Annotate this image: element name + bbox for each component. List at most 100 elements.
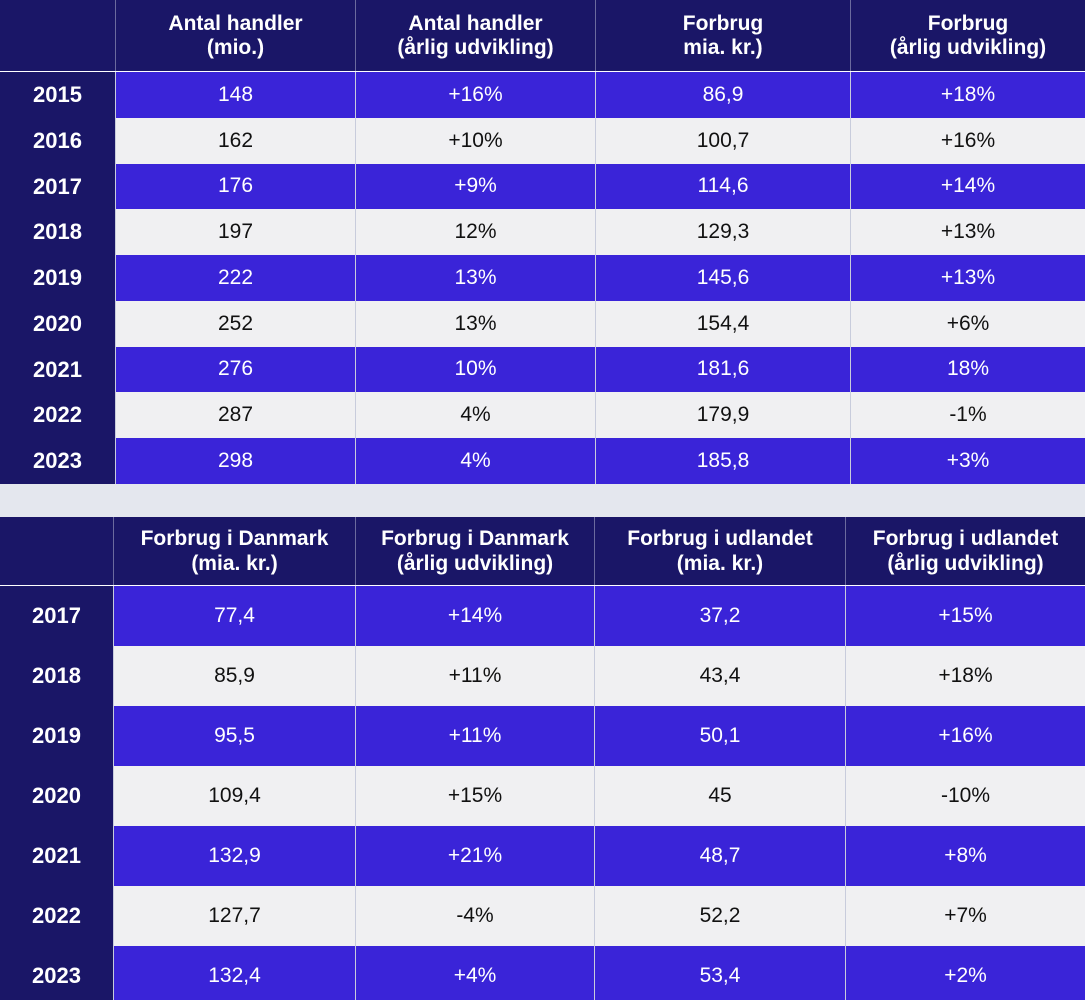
table-row: 2015 148 +16% 86,9 +18% (0, 72, 1085, 118)
column-header-text: Antal handler (årlig udvikling) (397, 12, 553, 60)
table-cell: 95,5 (113, 706, 355, 766)
table-cell: 276 (115, 346, 355, 393)
column-header: Forbrug i Danmark (mia. kr.) (113, 517, 355, 586)
table-cell: +10% (355, 117, 595, 164)
table-cell: +3% (850, 438, 1085, 484)
row-year-label: 2022 (0, 886, 113, 946)
table-cell: 129,3 (595, 209, 850, 255)
table-row: 2023 132,4 +4% 53,4 +2% (0, 946, 1085, 1000)
header-corner (0, 0, 115, 72)
table-cell: +6% (850, 300, 1085, 347)
column-header-line1: Forbrug i udlandet (627, 527, 813, 551)
column-header-text: Forbrug i Danmark (mia. kr.) (141, 527, 329, 575)
row-year-label: 2017 (0, 586, 113, 646)
table-cell: 287 (115, 392, 355, 438)
table-cell: +16% (355, 72, 595, 118)
table-cell: 114,6 (595, 163, 850, 210)
table-cell: 18% (850, 346, 1085, 393)
table-cell: 50,1 (594, 706, 845, 766)
column-header-line2: (årlig udvikling) (397, 36, 554, 59)
table-cell: +2% (845, 946, 1085, 1000)
row-year-label: 2017 (0, 163, 115, 210)
table-row: 2020 252 13% 154,4 +6% (0, 300, 1085, 347)
table-cell: 185,8 (595, 438, 850, 484)
table-cell: +11% (355, 706, 594, 766)
table-cell: 77,4 (113, 586, 355, 646)
table-cell: +13% (850, 255, 1085, 301)
table-cell: 100,7 (595, 117, 850, 164)
column-header-line2: (årlig udvikling) (887, 551, 1044, 575)
table-cell: 13% (355, 255, 595, 301)
table-cell: +18% (850, 72, 1085, 118)
table-cell: 145,6 (595, 255, 850, 301)
table-cell: 4% (355, 392, 595, 438)
table-cell: 12% (355, 209, 595, 255)
column-header-line1: Antal handler (408, 11, 543, 35)
row-year-label: 2019 (0, 706, 113, 766)
table-cell: -10% (845, 766, 1085, 826)
table-cell: 181,6 (595, 346, 850, 393)
column-header-line1: Forbrug (927, 11, 1009, 35)
table-cell: 48,7 (594, 826, 845, 886)
table-cell: -1% (850, 392, 1085, 438)
table-cell: 85,9 (113, 646, 355, 706)
table-cell: 132,9 (113, 826, 355, 886)
row-year-label: 2018 (0, 646, 113, 706)
row-year-label: 2015 (0, 72, 115, 118)
table-cell: +15% (355, 766, 594, 826)
table-header-row: Antal handler (mio.) Antal handler (årlig u… (0, 0, 1085, 72)
table-row: 2023 298 4% 185,8 +3% (0, 438, 1085, 484)
table-cell: 13% (355, 300, 595, 347)
data-table-1: Antal handler (mio.) Antal handler (årlig u… (0, 0, 1085, 484)
row-year-label: 2019 (0, 255, 115, 301)
column-header-line2: (mia. kr.) (191, 551, 278, 575)
table-row: 2016 162 +10% 100,7 +16% (0, 117, 1085, 164)
table-cell: +15% (845, 586, 1085, 646)
column-header-line1: Forbrug i udlandet (872, 527, 1059, 551)
column-header-line2: (mia. kr.) (676, 551, 764, 575)
row-year-label: 2023 (0, 438, 115, 484)
table-cell: 127,7 (113, 886, 355, 946)
table-cell: 43,4 (594, 646, 845, 706)
table-cell: 162 (115, 117, 355, 164)
column-header-line1: Forbrug i Danmark (381, 527, 569, 551)
row-year-label: 2021 (0, 346, 115, 393)
column-header: Antal handler (årlig udvikling) (355, 0, 595, 72)
table-cell: 148 (115, 72, 355, 118)
column-header-line2: mia. kr.) (683, 36, 763, 59)
table-row: 2022 127,7 -4% 52,2 +7% (0, 886, 1085, 946)
table-cell: 45 (594, 766, 845, 826)
column-header: Forbrug i udlandet (mia. kr.) (594, 517, 845, 586)
table-cell: 53,4 (594, 946, 845, 1000)
table-row: 2021 276 10% 181,6 18% (0, 346, 1085, 393)
table-cell: 4% (355, 438, 595, 484)
column-header-text: Forbrug i udlandet (mia. kr.) (627, 527, 812, 575)
row-year-label: 2022 (0, 392, 115, 438)
column-header: Forbrug i udlandet (årlig udvikling) (845, 517, 1085, 586)
column-header-text: Forbrug mia. kr.) (683, 12, 763, 60)
table-cell: 298 (115, 438, 355, 484)
table-row: 2017 77,4 +14% 37,2 +15% (0, 586, 1085, 646)
table-cell: 154,4 (595, 300, 850, 347)
table-cell: +16% (850, 117, 1085, 164)
row-year-label: 2020 (0, 300, 115, 347)
table-cell: +8% (845, 826, 1085, 886)
table-cell: 52,2 (594, 886, 845, 946)
table-cell: +11% (355, 646, 594, 706)
column-header: Antal handler (mio.) (115, 0, 355, 72)
table-row: 2019 95,5 +11% 50,1 +16% (0, 706, 1085, 766)
table-cell: 86,9 (595, 72, 850, 118)
column-header-line1: Forbrug i Danmark (140, 527, 329, 551)
data-table-2: Forbrug i Danmark (mia. kr.) Forbrug i Dan… (0, 517, 1085, 1000)
row-year-label: 2018 (0, 209, 115, 255)
table-cell: 197 (115, 209, 355, 255)
column-header-text: Forbrug (årlig udvikling) (890, 12, 1046, 60)
column-header-text: Antal handler (mio.) (168, 12, 302, 60)
table-cell: +4% (355, 946, 594, 1000)
table-cell: +13% (850, 209, 1085, 255)
table-header-row: Forbrug i Danmark (mia. kr.) Forbrug i Dan… (0, 517, 1085, 586)
table-cell: 176 (115, 163, 355, 210)
column-header: Forbrug mia. kr.) (595, 0, 850, 72)
row-year-label: 2020 (0, 766, 113, 826)
table-row: 2020 109,4 +15% 45 -10% (0, 766, 1085, 826)
